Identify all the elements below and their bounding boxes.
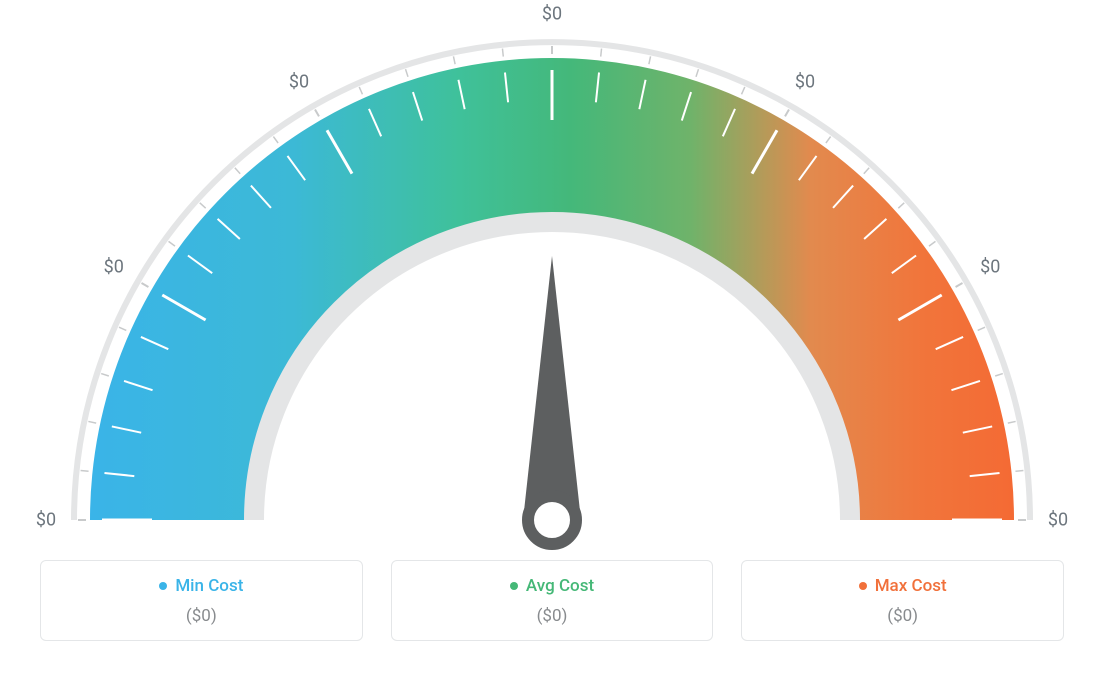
dot-icon	[859, 582, 867, 590]
gauge-chart: $0 $0 $0 $0 $0 $0 $0	[0, 0, 1104, 560]
legend-max-value: ($0)	[752, 606, 1053, 626]
legend-row: Min Cost ($0) Avg Cost ($0) Max Cost ($0…	[0, 560, 1104, 641]
gauge-tick-label: $0	[1048, 510, 1068, 531]
legend-max-title: Max Cost	[859, 576, 947, 596]
legend-avg: Avg Cost ($0)	[391, 560, 714, 641]
gauge-tick-label: $0	[36, 510, 56, 531]
legend-avg-title: Avg Cost	[510, 576, 594, 596]
legend-avg-value: ($0)	[402, 606, 703, 626]
legend-max: Max Cost ($0)	[741, 560, 1064, 641]
gauge-tick-label: $0	[289, 71, 309, 92]
legend-avg-label: Avg Cost	[526, 576, 594, 596]
legend-min-label: Min Cost	[175, 576, 243, 596]
gauge-tick-label: $0	[795, 71, 815, 92]
gauge-tick-label: $0	[980, 257, 1000, 278]
dot-icon	[510, 582, 518, 590]
legend-min-value: ($0)	[51, 606, 352, 626]
cost-gauge-widget: $0 $0 $0 $0 $0 $0 $0 Min Cost ($0) Avg Cost ($…	[0, 0, 1104, 690]
gauge-tick-label: $0	[542, 4, 562, 25]
gauge-tick-label: $0	[104, 257, 124, 278]
legend-min: Min Cost ($0)	[40, 560, 363, 641]
gauge-svg	[0, 0, 1104, 560]
legend-min-title: Min Cost	[159, 576, 243, 596]
dot-icon	[159, 582, 167, 590]
legend-max-label: Max Cost	[875, 576, 947, 596]
